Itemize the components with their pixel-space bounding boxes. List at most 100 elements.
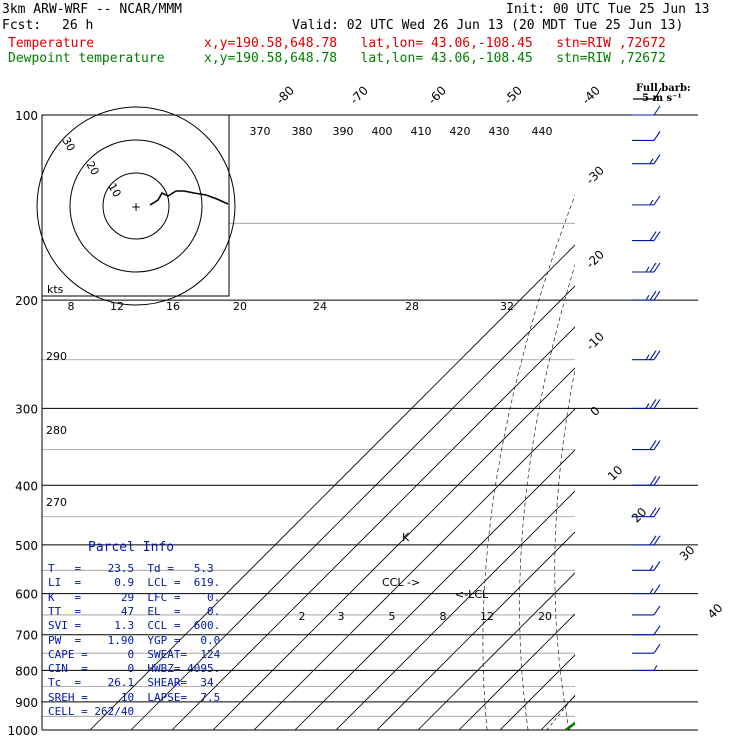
barb-unit-label: 5 m s⁻¹ [642, 93, 682, 104]
mixing-ratio-label: 3 [338, 610, 345, 623]
hodograph-ring [69, 139, 203, 273]
isotherm-label: -70 [347, 83, 371, 107]
speed-label: 24 [313, 300, 327, 313]
parcel-info-row: SREH = 10 LAPSE= 7.5 [48, 690, 221, 704]
moist-adiabat-35 [726, 300, 740, 730]
pressure-label: 500 [15, 539, 38, 553]
lcl-annotation: <-LCL [455, 588, 489, 601]
pressure-label: 100 [15, 109, 38, 123]
barb-half [649, 588, 654, 594]
wind-barb [632, 584, 661, 595]
speed-label: 20 [233, 300, 247, 313]
hodograph-ring [36, 106, 236, 306]
barb-flag [649, 262, 657, 273]
full-barb-label: Full barb: [636, 83, 691, 94]
temperature-profile [693, 115, 740, 730]
hodograph-ring-label: 10 [105, 181, 123, 200]
barb-flag [653, 605, 661, 616]
barb-flag [653, 262, 661, 273]
valid-time: Valid: 02 UTC Wed 26 Jun 13 (20 MDT Tue … [292, 18, 684, 33]
isotherm-label: -50 [501, 83, 525, 107]
speed-label: 16 [166, 300, 180, 313]
wind-barb [632, 605, 661, 616]
wind-barb [632, 507, 661, 518]
legend-barb-flag [654, 87, 662, 100]
parcel-info-row: CAPE = 0 SWEAT= 124 [48, 647, 221, 661]
barb-flag [649, 535, 657, 546]
pressure-label: 200 [15, 294, 38, 308]
ccl-annotation: CCL -> [382, 576, 420, 589]
barb-flag [653, 625, 661, 636]
hodograph-trace [149, 190, 229, 206]
speed-label: 28 [405, 300, 419, 313]
hodograph-ring [102, 172, 170, 240]
theta-label-left: 280 [46, 424, 67, 437]
wind-barb [632, 231, 661, 242]
barb-flag [649, 507, 657, 518]
barb-flag [653, 131, 661, 141]
temperature-location: x,y=190.58,648.78 lat,lon= 43.06,-108.45… [204, 36, 666, 51]
barb-flag [653, 440, 661, 450]
init-time: Init: 00 UTC Tue 25 Jun 13 [506, 2, 710, 17]
mixing-ratio-label: 8 [440, 610, 447, 623]
barb-flag [649, 231, 657, 241]
parcel-info-row: TT = 47 EL = 0. [48, 604, 221, 618]
parcel-info-row: T = 23.5 Td = 5.3 [48, 562, 214, 575]
pressure-label: 800 [15, 664, 38, 678]
barb-flag [653, 154, 661, 165]
theta-label: 440 [532, 125, 553, 138]
mixing-ratio-label: 12 [480, 610, 494, 623]
barb-flag [649, 290, 657, 301]
barb-flag [653, 507, 661, 518]
isotherm-label: -40 [579, 83, 603, 107]
temperature-legend: Temperature [8, 36, 95, 51]
dry-adiabat-250 [482, 194, 575, 730]
barb-flag [653, 105, 661, 116]
wind-barb [632, 535, 661, 546]
wind-barb [632, 350, 661, 361]
isotherm-label: 40 [705, 601, 726, 622]
barb-half [645, 294, 650, 301]
theta-label: 370 [250, 125, 271, 138]
pressure-label: 900 [15, 696, 38, 710]
wind-barb [632, 131, 661, 142]
hodograph-box [41, 114, 230, 297]
barb-flag [649, 475, 657, 486]
pressure-label: 1000 [7, 724, 38, 738]
parcel-info-row: PW = 1.90 YGP = 0.0 [48, 633, 221, 647]
pressure-label: 600 [15, 588, 38, 602]
pressure-label: 300 [15, 402, 38, 416]
speed-label: 32 [500, 300, 514, 313]
theta-label-left: 290 [46, 350, 67, 363]
barb-half [649, 158, 654, 164]
wind-barb [632, 195, 661, 206]
barb-half [653, 665, 658, 671]
isotherm--80 [253, 408, 575, 730]
theta-label: 400 [372, 125, 393, 138]
theta-label: 410 [411, 125, 432, 138]
wind-barb [632, 399, 661, 409]
theta-label: 390 [333, 125, 354, 138]
wind-barb [632, 625, 661, 636]
barb-flag [649, 440, 657, 450]
hodograph-center: + [131, 200, 141, 214]
k-annotation: K [402, 531, 410, 544]
dry-adiabat-260 [519, 264, 575, 730]
hodograph-ring-label: 30 [59, 135, 77, 154]
isotherm--120 [89, 244, 575, 730]
barb-half [645, 266, 650, 273]
barb-flag [653, 399, 661, 409]
mixing-ratio-label: 5 [389, 610, 396, 623]
barb-flag [653, 195, 661, 206]
parcel-info-row: CELL = 262/40 [48, 705, 135, 718]
barb-flag [653, 231, 661, 241]
barb-flag [653, 643, 661, 654]
barb-flag [653, 350, 661, 361]
speed-label: 12 [110, 300, 124, 313]
barb-flag [653, 535, 661, 546]
barb-flag [653, 561, 661, 571]
dry-adiabat-270 [554, 368, 575, 730]
parcel-info-row: LI = 0.9 LCL = 619. [48, 576, 221, 590]
theta-label-left: 270 [46, 496, 67, 509]
barb-flag [653, 475, 661, 486]
